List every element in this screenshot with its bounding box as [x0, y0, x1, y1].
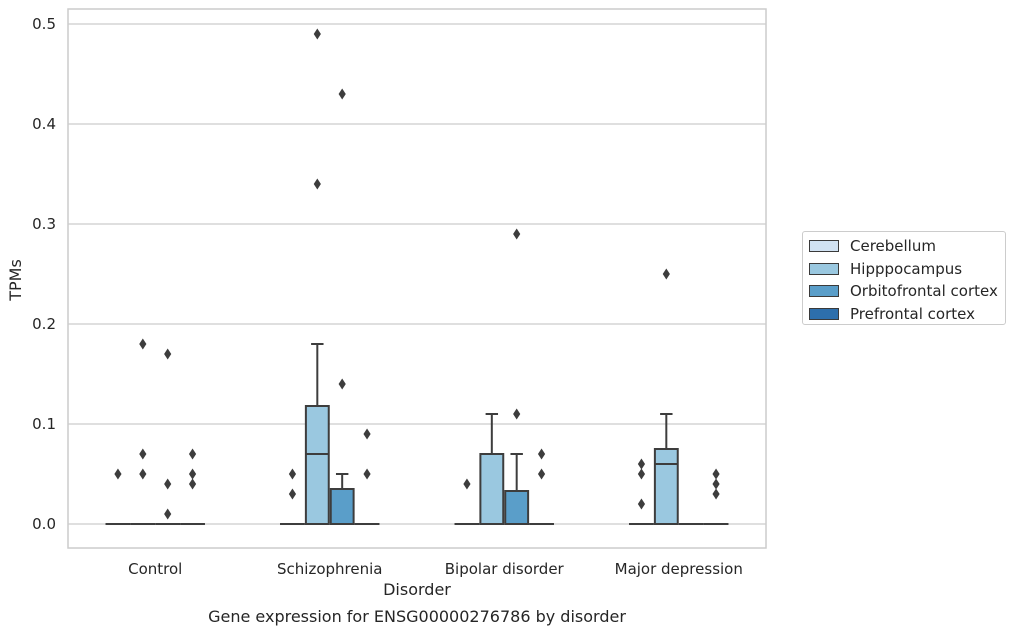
legend-swatch-orbitofrontal-cortex [809, 285, 839, 298]
outlier-point [313, 28, 321, 40]
box-orbitofrontal-cortex [504, 228, 530, 525]
box-body [504, 490, 530, 525]
y-tick-label: 0.4 [32, 115, 56, 133]
boxes [105, 28, 729, 526]
box-body [653, 448, 679, 525]
outlier-point [188, 478, 197, 490]
outlier-point [164, 348, 172, 360]
outlier-point [712, 478, 720, 490]
legend: Cerebellum Hipppocampus Orbitofrontal co… [802, 231, 1006, 325]
box-cerebellum [629, 458, 654, 526]
outlier-point [188, 448, 197, 460]
outlier-point [164, 478, 172, 490]
box-body [479, 453, 505, 525]
outlier-point [313, 178, 321, 190]
outlier-point [712, 468, 720, 480]
outlier-point [637, 498, 646, 510]
legend-item-prefrontal-cortex: Prefrontal cortex [809, 303, 1005, 326]
box-cerebellum [280, 468, 305, 526]
box-prefrontal-cortex [703, 468, 729, 526]
x-tick-label: Major depression [615, 560, 743, 578]
chart-title: Gene expression for ENSG00000276786 by d… [208, 607, 626, 626]
box-hipppocampus [479, 413, 505, 525]
legend-item-hippocampus: Hipppocampus [809, 258, 1005, 281]
x-axis-ticks: Control Schizophrenia Bipolar disorder Majo… [128, 560, 743, 578]
box-prefrontal-cortex [529, 448, 554, 526]
legend-swatch-cerebellum [809, 240, 839, 253]
box-hipppocampus [653, 268, 679, 525]
outlier-point [114, 468, 122, 480]
outlier-point [513, 228, 521, 240]
box-cerebellum [105, 468, 131, 526]
outlier-point [463, 478, 471, 490]
legend-swatch-prefrontal-cortex [809, 308, 839, 321]
box-body [304, 405, 330, 525]
y-tick-label: 0.5 [32, 15, 56, 33]
box-orbitofrontal-cortex [155, 348, 181, 526]
y-tick-label: 0.0 [32, 515, 56, 533]
y-axis-ticks: 0.0 0.1 0.2 0.3 0.4 0.5 [32, 15, 56, 533]
legend-label-orbitofrontal-cortex: Orbitofrontal cortex [850, 282, 998, 301]
legend-item-orbitofrontal-cortex: Orbitofrontal cortex [809, 280, 1005, 303]
x-tick-label: Schizophrenia [277, 560, 382, 578]
legend-label-cerebellum: Cerebellum [850, 237, 936, 256]
legend-label-prefrontal-cortex: Prefrontal cortex [850, 305, 975, 324]
x-tick-label: Control [128, 560, 182, 578]
legend-label-hippocampus: Hipppocampus [850, 259, 963, 278]
outlier-point [363, 428, 371, 440]
y-axis-label: TPMs [6, 259, 25, 302]
y-tick-label: 0.1 [32, 415, 56, 433]
plot-area [67, 8, 767, 549]
outlier-point [537, 448, 546, 460]
outlier-point [513, 408, 521, 420]
outlier-point [363, 468, 371, 480]
x-tick-label: Bipolar disorder [445, 560, 565, 578]
outlier-point [338, 378, 346, 390]
outlier-point [712, 488, 720, 500]
outlier-point [288, 468, 297, 480]
outlier-point [139, 468, 147, 480]
outlier-point [164, 508, 172, 520]
outlier-point [139, 338, 147, 350]
y-tick-label: 0.3 [32, 215, 56, 233]
box-hipppocampus [130, 338, 156, 526]
y-tick-label: 0.2 [32, 315, 56, 333]
box-hipppocampus [304, 28, 330, 525]
outlier-point [139, 448, 147, 460]
outlier-point [338, 88, 346, 100]
box-prefrontal-cortex [354, 428, 380, 526]
legend-item-cerebellum: Cerebellum [809, 235, 1005, 258]
legend-swatch-hippocampus [809, 262, 839, 275]
outlier-point [637, 458, 646, 470]
box-prefrontal-cortex [180, 448, 205, 526]
box-cerebellum [454, 478, 480, 526]
outlier-point [537, 468, 546, 480]
x-axis-label: Disorder [383, 580, 451, 599]
box-orbitofrontal-cortex [329, 88, 355, 525]
outlier-point [288, 488, 297, 500]
outlier-point [637, 468, 646, 480]
outlier-point [662, 268, 670, 280]
outlier-point [188, 468, 197, 480]
box-body [329, 488, 355, 525]
